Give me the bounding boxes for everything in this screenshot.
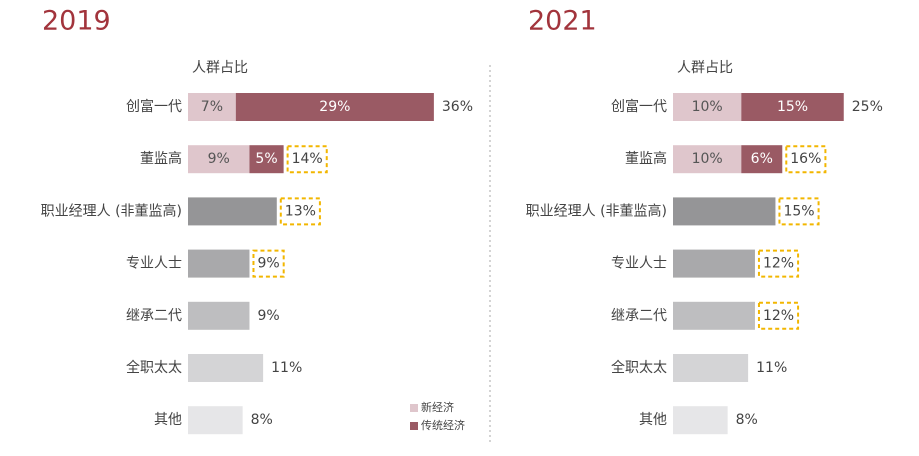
bar-segment <box>673 93 742 121</box>
total-label: 9% <box>257 308 279 324</box>
category-label: 全职太太 <box>611 359 667 376</box>
legend-swatch <box>410 404 418 412</box>
bar <box>188 249 250 278</box>
total-label: 12% <box>763 256 794 272</box>
bar <box>188 354 264 382</box>
bar-segment <box>235 93 434 121</box>
bar <box>188 406 243 435</box>
highlight-box <box>757 249 800 278</box>
bar-segment <box>741 145 783 174</box>
bar-segment <box>188 145 250 174</box>
category-label: 继承二代 <box>126 308 182 324</box>
highlight-box <box>778 197 820 226</box>
segment-label: 10% <box>692 151 723 167</box>
bar <box>673 354 749 382</box>
highlight-box <box>785 145 827 174</box>
category-label: 专业人士 <box>611 256 667 272</box>
total-label: 14% <box>292 151 323 167</box>
segment-label: 15% <box>777 99 808 115</box>
legend-swatch <box>410 422 418 430</box>
category-label: 全职太太 <box>126 359 182 376</box>
total-label: 11% <box>756 360 787 376</box>
category-label: 创富一代 <box>126 98 182 115</box>
category-label: 其他 <box>154 412 182 428</box>
total-label: 9% <box>257 256 279 272</box>
segment-label: 6% <box>751 151 773 167</box>
segment-label: 9% <box>208 151 230 167</box>
category-label: 继承二代 <box>611 308 667 324</box>
highlight-box <box>279 197 321 226</box>
segment-label: 7% <box>201 99 223 115</box>
bar <box>673 197 776 226</box>
bar-segment <box>249 145 284 174</box>
chart-title: 2019 <box>42 6 111 37</box>
category-label: 董监高 <box>140 150 182 167</box>
highlight-box <box>252 249 285 278</box>
highlight-box <box>757 301 800 330</box>
bar-segment <box>741 93 844 121</box>
total-label: 15% <box>783 203 814 219</box>
total-label: 16% <box>790 151 821 167</box>
bar <box>673 249 755 278</box>
total-label: 25% <box>852 99 883 115</box>
category-label: 创富一代 <box>611 98 667 115</box>
bar <box>673 406 728 435</box>
bar <box>188 301 250 330</box>
legend-label: 传统经济 <box>421 418 465 432</box>
segment-label: 5% <box>255 151 277 167</box>
total-label: 8% <box>736 412 758 428</box>
axis-label: 人群占比 <box>677 60 733 76</box>
legend-label: 新经济 <box>421 400 454 414</box>
total-label: 36% <box>442 99 473 115</box>
total-label: 13% <box>285 203 316 219</box>
bar-segment <box>188 93 236 121</box>
total-label: 11% <box>271 360 302 376</box>
category-label: 职业经理人 (非董监高) <box>41 202 182 219</box>
axis-label: 人群占比 <box>192 60 248 76</box>
category-label: 其他 <box>639 412 667 428</box>
category-label: 董监高 <box>625 150 667 167</box>
bar-segment <box>673 145 742 174</box>
segment-label: 29% <box>319 99 350 115</box>
highlight-box <box>286 145 328 174</box>
bar <box>188 197 277 226</box>
bar <box>673 301 755 330</box>
category-label: 职业经理人 (非董监高) <box>526 202 667 219</box>
category-label: 专业人士 <box>126 256 182 272</box>
segment-label: 10% <box>692 99 723 115</box>
total-label: 12% <box>763 308 794 324</box>
total-label: 8% <box>251 412 273 428</box>
chart-title: 2021 <box>528 6 597 37</box>
